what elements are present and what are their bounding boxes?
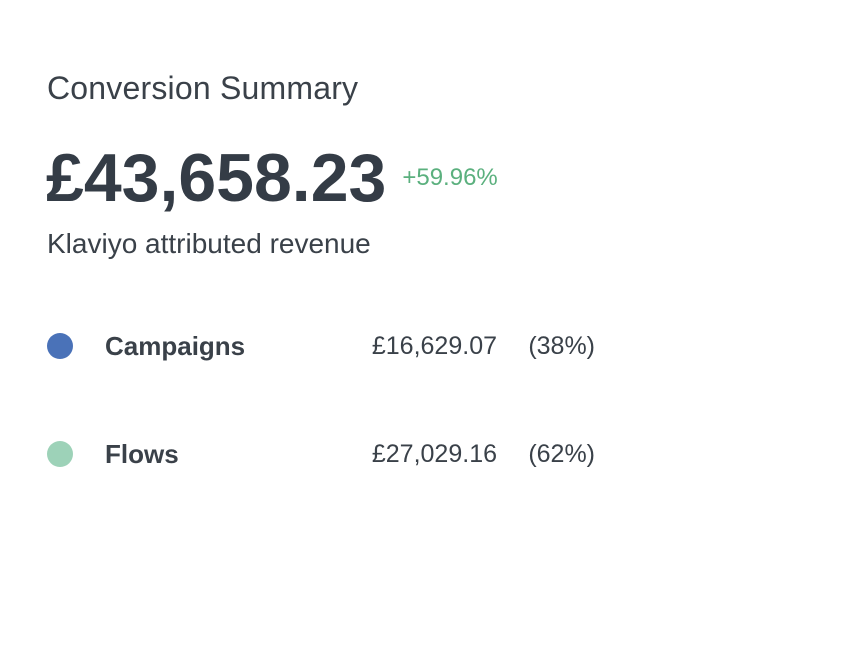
metric-subtitle: Klaviyo attributed revenue — [47, 228, 371, 259]
breakdown-row-campaigns: Campaigns £16,629.07 (38%) — [47, 330, 607, 362]
campaigns-legend-dot-icon — [47, 333, 73, 359]
revenue-change-badge: +59.96% — [402, 164, 498, 191]
breakdown-percent: (38%) — [528, 332, 595, 360]
breakdown-label: Campaigns — [105, 331, 246, 361]
breakdown-value: £27,029.16 — [371, 440, 497, 468]
flows-legend-dot-icon — [47, 441, 73, 467]
card-title: Conversion Summary — [47, 70, 359, 106]
headline-metric: £43,658.23 +59.96% — [46, 138, 498, 218]
breakdown-value: £16,629.07 — [371, 332, 497, 360]
breakdown-row-flows: Flows £27,029.16 (62%) — [47, 438, 607, 470]
breakdown-label: Flows — [105, 439, 179, 469]
breakdown-percent: (62%) — [528, 440, 595, 468]
total-revenue: £43,658.23 — [46, 140, 387, 216]
